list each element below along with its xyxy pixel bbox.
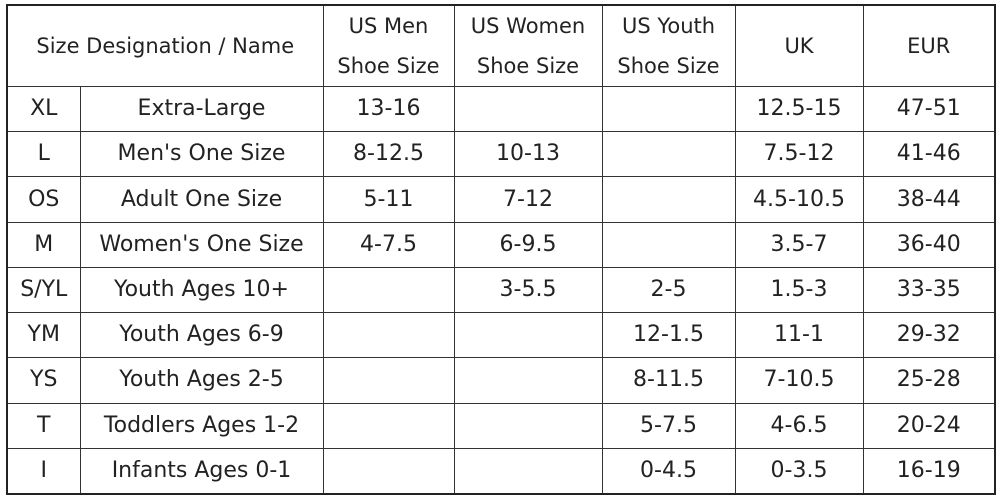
us-youth-cell: 0-4.5 [601,447,736,495]
us-men-cell [322,312,455,359]
us-women-cell: 7-12 [453,176,603,223]
us-men-cell: 5-11 [322,176,455,223]
table-body: XL Extra-Large 13-16 12.5-15 47-51 L Men… [6,85,996,495]
us-women-cell [453,312,603,359]
us-women-cell [453,447,603,495]
size-name-cell: Youth Ages 6-9 [79,312,324,359]
header-us-women-line-1: US Women [470,14,586,38]
size-chart-table: Size Designation / Name US Men Shoe Size… [6,4,997,495]
us-men-cell [322,266,455,314]
uk-cell: 4-6.5 [734,402,864,449]
size-code-cell: M [6,221,81,268]
uk-cell: 1.5-3 [734,266,864,314]
size-code-cell: YS [6,357,81,404]
header-us-youth-line-2: Shoe Size [617,54,720,78]
table-row: I Infants Ages 0-1 0-4.5 0-3.5 16-19 [6,447,996,495]
size-code-cell: L [6,131,81,178]
table-row: M Women's One Size 4-7.5 6-9.5 3.5-7 36-… [6,221,996,268]
uk-cell: 12.5-15 [734,85,864,133]
size-name-cell: Extra-Large [79,85,324,133]
eur-cell: 41-46 [862,131,996,178]
table-header: Size Designation / Name US Men Shoe Size… [6,4,996,87]
eur-cell: 16-19 [862,447,996,495]
size-name-cell: Toddlers Ages 1-2 [79,402,324,449]
table-row: YM Youth Ages 6-9 12-1.5 11-1 29-32 [6,312,996,359]
size-code-cell: XL [6,85,81,133]
us-youth-cell [601,221,736,268]
size-name-cell: Youth Ages 10+ [79,266,324,314]
size-name-cell: Infants Ages 0-1 [79,447,324,495]
eur-cell: 25-28 [862,357,996,404]
header-us-men-line-1: US Men [348,14,429,38]
table-row: S/YL Youth Ages 10+ 3-5.5 2-5 1.5-3 33-3… [6,266,996,314]
uk-cell: 7-10.5 [734,357,864,404]
eur-cell: 20-24 [862,402,996,449]
us-men-cell [322,402,455,449]
us-women-cell: 6-9.5 [453,221,603,268]
uk-cell: 11-1 [734,312,864,359]
header-us-women-line-2: Shoe Size [476,54,580,78]
eur-cell: 33-35 [862,266,996,314]
us-women-cell [453,357,603,404]
header-us-men: US Men Shoe Size [322,4,455,87]
size-name-cell: Adult One Size [79,176,324,223]
uk-cell: 3.5-7 [734,221,864,268]
eur-cell: 47-51 [862,85,996,133]
header-size-designation: Size Designation / Name [6,4,324,87]
size-code-cell: OS [6,176,81,223]
size-code-cell: YM [6,312,81,359]
size-name-cell: Women's One Size [79,221,324,268]
us-youth-cell: 5-7.5 [601,402,736,449]
header-us-youth-line-1: US Youth [621,14,716,38]
header-row: Size Designation / Name US Men Shoe Size… [6,4,996,87]
us-men-cell: 8-12.5 [322,131,455,178]
us-men-cell: 4-7.5 [322,221,455,268]
us-women-cell [453,402,603,449]
header-eur: EUR [862,4,996,87]
us-youth-cell: 8-11.5 [601,357,736,404]
size-code-cell: I [6,447,81,495]
size-code-cell: S/YL [6,266,81,314]
table-row: XL Extra-Large 13-16 12.5-15 47-51 [6,85,996,133]
size-name-cell: Men's One Size [79,131,324,178]
header-us-women: US Women Shoe Size [453,4,603,87]
us-women-cell [453,85,603,133]
table-row: T Toddlers Ages 1-2 5-7.5 4-6.5 20-24 [6,402,996,449]
uk-cell: 0-3.5 [734,447,864,495]
table-row: OS Adult One Size 5-11 7-12 4.5-10.5 38-… [6,176,996,223]
us-youth-cell: 12-1.5 [601,312,736,359]
us-women-cell: 10-13 [453,131,603,178]
eur-cell: 29-32 [862,312,996,359]
uk-cell: 4.5-10.5 [734,176,864,223]
uk-cell: 7.5-12 [734,131,864,178]
us-men-cell [322,447,455,495]
table-row: YS Youth Ages 2-5 8-11.5 7-10.5 25-28 [6,357,996,404]
us-youth-cell [601,131,736,178]
eur-cell: 38-44 [862,176,996,223]
us-youth-cell [601,176,736,223]
us-men-cell: 13-16 [322,85,455,133]
us-women-cell: 3-5.5 [453,266,603,314]
eur-cell: 36-40 [862,221,996,268]
table-row: L Men's One Size 8-12.5 10-13 7.5-12 41-… [6,131,996,178]
size-code-cell: T [6,402,81,449]
header-us-youth: US Youth Shoe Size [601,4,736,87]
size-name-cell: Youth Ages 2-5 [79,357,324,404]
us-youth-cell [601,85,736,133]
us-men-cell [322,357,455,404]
header-us-men-line-2: Shoe Size [337,54,440,78]
us-youth-cell: 2-5 [601,266,736,314]
header-uk: UK [734,4,864,87]
